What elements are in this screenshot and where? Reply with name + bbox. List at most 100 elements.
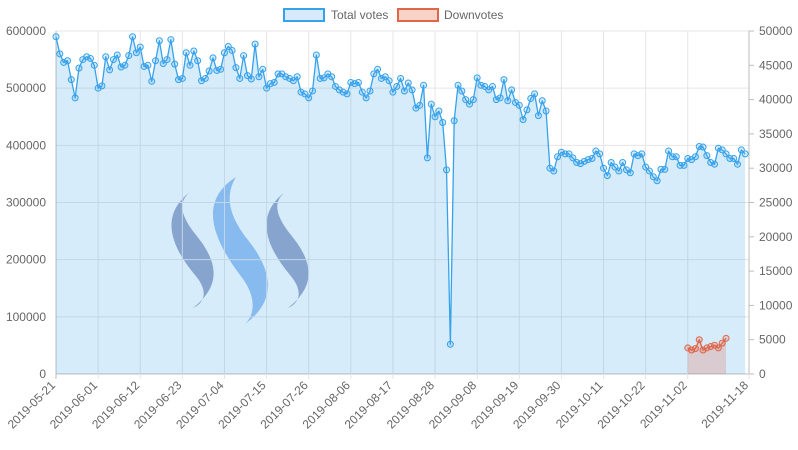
point-total-votes[interactable] — [140, 62, 148, 70]
point-total-votes[interactable] — [251, 40, 259, 48]
point-total-votes[interactable] — [534, 112, 542, 120]
point-total-votes[interactable] — [408, 86, 416, 94]
point-total-votes[interactable] — [86, 54, 94, 62]
point-total-votes[interactable] — [741, 150, 749, 158]
point-total-votes[interactable] — [335, 86, 343, 94]
point-total-votes[interactable] — [370, 70, 378, 78]
point-total-votes[interactable] — [52, 33, 60, 41]
point-total-votes[interactable] — [217, 65, 225, 73]
point-total-votes[interactable] — [734, 160, 742, 168]
point-total-votes[interactable] — [615, 167, 623, 175]
point-total-votes[interactable] — [121, 61, 129, 69]
point-total-votes[interactable] — [500, 76, 508, 84]
point-total-votes[interactable] — [557, 148, 565, 156]
point-total-votes[interactable] — [420, 81, 428, 89]
point-total-votes[interactable] — [458, 87, 466, 95]
point-total-votes[interactable] — [197, 77, 205, 85]
point-total-votes[interactable] — [473, 74, 481, 82]
point-downvotes[interactable] — [684, 344, 692, 352]
point-total-votes[interactable] — [129, 33, 137, 41]
point-total-votes[interactable] — [588, 154, 596, 162]
point-downvotes[interactable] — [688, 346, 696, 354]
point-total-votes[interactable] — [347, 78, 355, 86]
point-total-votes[interactable] — [247, 75, 255, 83]
point-total-votes[interactable] — [542, 107, 550, 115]
point-total-votes[interactable] — [167, 36, 175, 44]
point-total-votes[interactable] — [190, 47, 198, 55]
point-total-votes[interactable] — [397, 74, 405, 82]
point-total-votes[interactable] — [538, 97, 546, 105]
point-total-votes[interactable] — [580, 157, 588, 165]
point-total-votes[interactable] — [665, 147, 673, 155]
legend-label-downvotes[interactable]: Downvotes — [444, 8, 503, 22]
point-total-votes[interactable] — [711, 160, 719, 168]
point-total-votes[interactable] — [136, 43, 144, 51]
point-total-votes[interactable] — [351, 80, 359, 88]
point-total-votes[interactable] — [90, 61, 98, 69]
point-total-votes[interactable] — [178, 74, 186, 82]
point-total-votes[interactable] — [496, 94, 504, 102]
point-total-votes[interactable] — [400, 87, 408, 95]
point-total-votes[interactable] — [213, 66, 221, 74]
point-total-votes[interactable] — [469, 96, 477, 104]
legend-swatch-total-votes[interactable] — [283, 8, 325, 22]
point-total-votes[interactable] — [67, 76, 75, 84]
point-total-votes[interactable] — [684, 154, 692, 162]
point-downvotes[interactable] — [714, 344, 722, 352]
point-total-votes[interactable] — [312, 51, 320, 59]
point-total-votes[interactable] — [309, 87, 317, 95]
point-total-votes[interactable] — [343, 90, 351, 98]
point-total-votes[interactable] — [106, 66, 114, 74]
point-total-votes[interactable] — [71, 94, 79, 102]
point-total-votes[interactable] — [209, 54, 217, 62]
point-total-votes[interactable] — [619, 158, 627, 166]
point-total-votes[interactable] — [148, 77, 156, 85]
point-total-votes[interactable] — [63, 57, 71, 65]
point-downvotes[interactable] — [707, 343, 715, 351]
point-total-votes[interactable] — [492, 96, 500, 104]
point-total-votes[interactable] — [240, 52, 248, 60]
point-total-votes[interactable] — [691, 153, 699, 161]
point-total-votes[interactable] — [423, 154, 431, 162]
point-total-votes[interactable] — [393, 82, 401, 90]
point-total-votes[interactable] — [220, 49, 228, 57]
point-downvotes[interactable] — [695, 336, 703, 344]
point-total-votes[interactable] — [584, 156, 592, 164]
point-total-votes[interactable] — [60, 58, 68, 66]
point-downvotes[interactable] — [718, 339, 726, 347]
point-total-votes[interactable] — [446, 340, 454, 348]
point-total-votes[interactable] — [259, 65, 267, 73]
point-total-votes[interactable] — [569, 154, 577, 162]
point-total-votes[interactable] — [362, 94, 370, 102]
point-total-votes[interactable] — [374, 65, 382, 73]
point-total-votes[interactable] — [722, 150, 730, 158]
point-total-votes[interactable] — [707, 158, 715, 166]
point-total-votes[interactable] — [282, 73, 290, 81]
point-total-votes[interactable] — [152, 57, 160, 65]
point-total-votes[interactable] — [600, 164, 608, 172]
point-total-votes[interactable] — [297, 88, 305, 96]
point-total-votes[interactable] — [416, 101, 424, 109]
point-total-votes[interactable] — [462, 96, 470, 104]
point-total-votes[interactable] — [653, 177, 661, 185]
point-total-votes[interactable] — [232, 64, 240, 72]
point-total-votes[interactable] — [573, 158, 581, 166]
point-total-votes[interactable] — [358, 88, 366, 96]
point-total-votes[interactable] — [596, 150, 604, 158]
point-total-votes[interactable] — [132, 49, 140, 57]
point-total-votes[interactable] — [205, 67, 213, 75]
point-downvotes[interactable] — [691, 345, 699, 353]
point-total-votes[interactable] — [634, 152, 642, 160]
point-total-votes[interactable] — [680, 161, 688, 169]
point-total-votes[interactable] — [339, 88, 347, 96]
point-total-votes[interactable] — [730, 154, 738, 162]
point-total-votes[interactable] — [144, 61, 152, 69]
point-total-votes[interactable] — [175, 76, 183, 84]
point-total-votes[interactable] — [519, 116, 527, 124]
point-total-votes[interactable] — [389, 88, 397, 96]
point-total-votes[interactable] — [699, 143, 707, 151]
point-total-votes[interactable] — [83, 53, 91, 61]
point-total-votes[interactable] — [255, 73, 263, 81]
point-total-votes[interactable] — [163, 56, 171, 64]
point-total-votes[interactable] — [703, 152, 711, 160]
